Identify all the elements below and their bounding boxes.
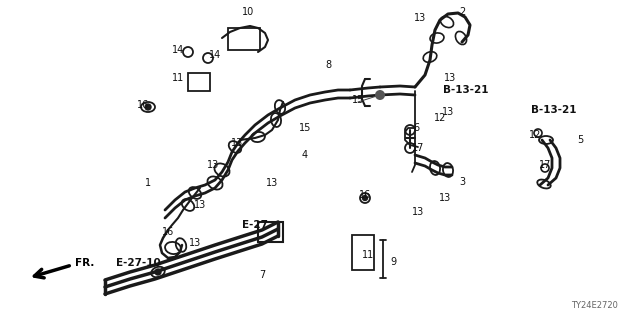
Text: 14: 14	[172, 45, 184, 55]
Text: 6: 6	[413, 123, 419, 133]
Text: 7: 7	[259, 270, 265, 280]
Text: 13: 13	[266, 178, 278, 188]
Text: 5: 5	[577, 135, 583, 145]
Text: E-27-10: E-27-10	[116, 258, 161, 268]
Text: B-13-21: B-13-21	[531, 105, 577, 115]
Text: 1: 1	[145, 178, 151, 188]
Text: 13: 13	[189, 238, 201, 248]
Bar	[228, 28, 260, 50]
Bar	[258, 222, 283, 242]
Text: TY24E2720: TY24E2720	[571, 301, 618, 310]
Text: 10: 10	[242, 7, 254, 17]
Bar	[188, 73, 210, 91]
Text: 16: 16	[359, 190, 371, 200]
Text: 13: 13	[412, 207, 424, 217]
Text: 8: 8	[325, 60, 331, 70]
Circle shape	[145, 104, 151, 110]
Text: 13: 13	[439, 193, 451, 203]
Text: 15: 15	[299, 123, 311, 133]
Circle shape	[362, 196, 367, 201]
Text: 12: 12	[434, 113, 446, 123]
Text: B-13-21: B-13-21	[444, 85, 489, 95]
Text: 17: 17	[539, 160, 551, 170]
Text: 13: 13	[207, 160, 219, 170]
Circle shape	[375, 90, 385, 100]
Text: 17: 17	[412, 143, 424, 153]
Text: 15: 15	[352, 95, 364, 105]
Text: 16: 16	[137, 100, 149, 110]
Text: 11: 11	[362, 250, 374, 260]
Text: 13: 13	[444, 73, 456, 83]
Text: E-27: E-27	[242, 220, 268, 230]
Text: 4: 4	[302, 150, 308, 160]
Circle shape	[155, 269, 161, 275]
Text: 11: 11	[172, 73, 184, 83]
Text: 2: 2	[459, 7, 465, 17]
Text: FR.: FR.	[75, 258, 94, 268]
Text: 13: 13	[231, 138, 243, 148]
Text: 13: 13	[194, 200, 206, 210]
Text: 12: 12	[529, 130, 541, 140]
Text: 9: 9	[390, 257, 396, 267]
Text: 13: 13	[442, 107, 454, 117]
Text: 13: 13	[414, 13, 426, 23]
Text: 16: 16	[162, 227, 174, 237]
Bar	[352, 235, 374, 270]
Text: 3: 3	[459, 177, 465, 187]
Text: 14: 14	[209, 50, 221, 60]
